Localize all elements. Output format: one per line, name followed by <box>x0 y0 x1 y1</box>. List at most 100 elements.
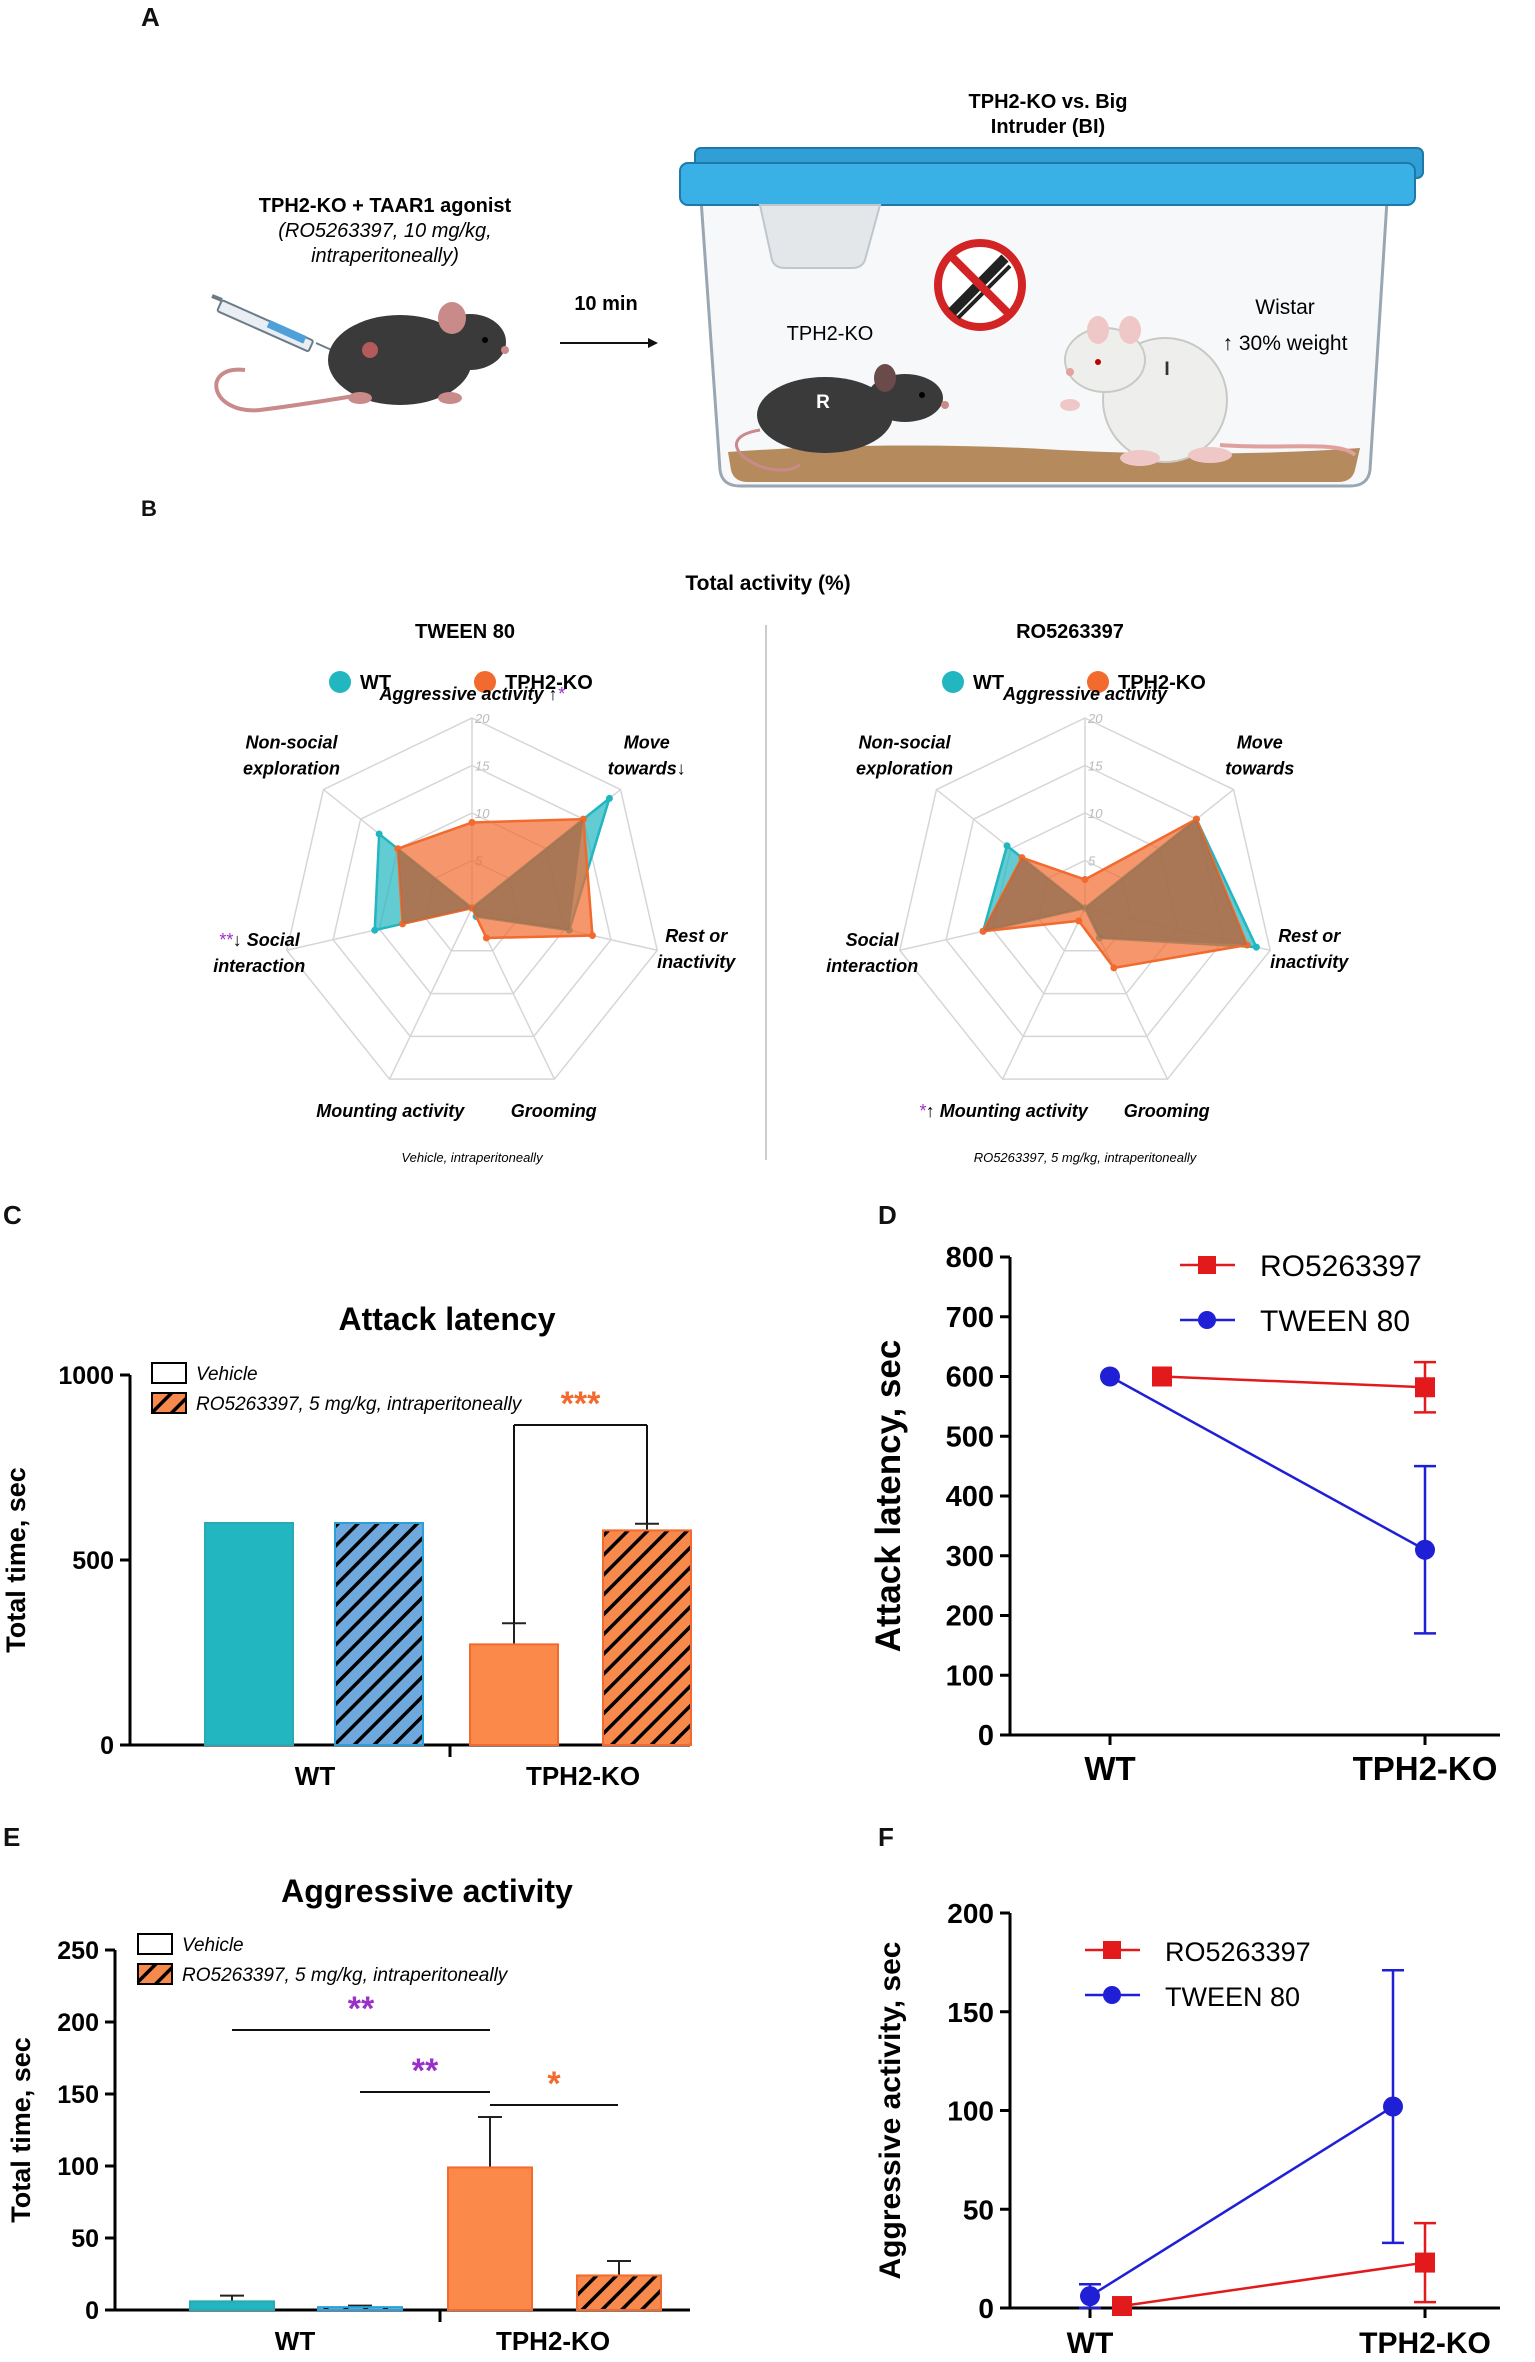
series-line-tween-80 <box>1109 1375 1426 1551</box>
x-category-label: TPH2-KO <box>1353 1750 1498 1787</box>
legend-drug-label: RO5263397, 5 mg/kg, intraperitoneally <box>182 1965 509 1986</box>
radar-axis-label: Social <box>846 930 900 950</box>
data-point-square <box>1415 1377 1435 1398</box>
legend-wt-marker <box>942 671 964 693</box>
radar-axis-label: Rest or <box>1278 926 1341 946</box>
radar-axis-label-line2: inactivity <box>657 952 736 972</box>
radar-axis-label-line2: exploration <box>856 758 953 778</box>
radar-axis-label: Non-social <box>245 732 338 752</box>
radar-caption: Vehicle, intraperitoneally <box>401 1150 544 1165</box>
y-tick-label: 50 <box>963 2194 994 2225</box>
axis-label-text: Grooming <box>1124 1101 1210 1121</box>
data-point-square <box>1415 2252 1435 2273</box>
radar-axis-label: Non-social <box>858 732 951 752</box>
axis-label-text: Mounting activity <box>316 1101 465 1121</box>
legend-ko-marker <box>474 671 496 693</box>
significance-stars: ** <box>348 1990 375 2028</box>
legend-vehicle-label: Vehicle <box>182 1935 244 1956</box>
legend-label: TWEEN 80 <box>1260 1305 1410 1338</box>
axis-label-text: Non-social <box>858 732 951 752</box>
radar-axis-label: Mounting activity <box>316 1101 465 1121</box>
y-tick-label: 100 <box>947 2096 994 2127</box>
x-group-label: WT <box>295 1761 336 1791</box>
radar-axis-label: Grooming <box>511 1101 597 1121</box>
radar-title: TWEEN 80 <box>415 621 515 643</box>
radar-axis-label: Move <box>1237 732 1283 752</box>
x-category-label: TPH2-KO <box>1359 2327 1491 2360</box>
box-title-line2: Intruder (BI) <box>991 116 1105 138</box>
bar-tph2-ko-ro5263397 <box>576 2274 662 2312</box>
x-category-label: WT <box>1067 2327 1114 2360</box>
legend-vehicle-swatch <box>137 1933 173 1955</box>
bar-wt-vehicle <box>204 1522 294 1746</box>
legend-wt-label: WT <box>973 672 1004 694</box>
chart-title: Attack latency <box>339 1301 556 1337</box>
panel-letter-a: A <box>141 2 160 32</box>
radar-axis-label: Aggressive activity ↑* <box>378 684 565 704</box>
legend-ko-marker <box>1087 671 1109 693</box>
radar-tick-label: 15 <box>475 759 490 774</box>
legend-ko-label: TPH2-KO <box>505 672 593 694</box>
panel-b-header: Total activity (%) <box>685 572 850 595</box>
left-sub2: intraperitoneally) <box>311 245 459 267</box>
tph2-ko-mouse-icon <box>214 302 509 413</box>
legend-ko-label: TPH2-KO <box>1118 672 1206 694</box>
bar-tph2-ko-vehicle <box>447 2166 533 2311</box>
radar-caption: RO5263397, 5 mg/kg, intraperitoneally <box>974 1150 1198 1165</box>
y-tick-label: 500 <box>946 1421 994 1453</box>
radar-point <box>1075 917 1083 925</box>
radar-overlap-area <box>397 819 584 931</box>
axis-label-text: Non-social <box>245 732 338 752</box>
intruder-rat-icon <box>1060 316 1357 466</box>
axis-label-text: Aggressive activity ↑ <box>378 684 557 704</box>
panel-a-schematic: TPH2-KO + TAAR1 agonist (RO5263397, 10 m… <box>211 91 1424 488</box>
axis-label-text: Grooming <box>511 1101 597 1121</box>
legend-label: RO5263397 <box>1260 1250 1422 1283</box>
x-group-label: WT <box>275 2326 316 2356</box>
axis-label-text: ↓ Social <box>233 930 301 950</box>
y-tick-label: 500 <box>72 1547 114 1575</box>
radar-spoke <box>388 907 473 1080</box>
radar-overlap-area <box>983 819 1248 945</box>
data-point-circle <box>1100 1366 1120 1387</box>
resident-mark: R <box>816 392 830 413</box>
series-line-ro5263397 <box>1161 1375 1426 1389</box>
y-tick-label: 250 <box>57 1937 99 1965</box>
y-axis-label: Total time, sec <box>1 1467 31 1653</box>
legend-wt-label: WT <box>360 672 391 694</box>
panel-f-aggressive-activity-line-chart: 0 50 100 150 200 WT TPH2-KO Aggressive activity… <box>874 1898 1500 2360</box>
radar-tick-label: 10 <box>1088 806 1103 821</box>
radar-axis-label-line2: interaction <box>213 956 305 976</box>
panel-d-attack-latency-line-chart: 0 100 200 300 400 500 600 700 800 WT TPH2-KO Attack… <box>869 1242 1500 1787</box>
axis-label-text: Rest or <box>1278 926 1341 946</box>
radar-axis-label: Rest or <box>665 926 728 946</box>
radar-axis-label: *↑ Mounting activity <box>919 1101 1089 1121</box>
axis-label-text: Aggressive activity <box>1002 684 1168 704</box>
y-tick-label: 0 <box>978 1720 994 1752</box>
y-axis-label: Attack latency, sec <box>869 1340 908 1653</box>
significance-stars: *** <box>561 1385 601 1423</box>
significance-stars: ** <box>412 2052 439 2090</box>
y-axis-label: Total time, sec <box>6 2037 36 2223</box>
significance-mark: ** <box>219 930 234 950</box>
radar-chart-ro5263397: RO5263397 WT TPH2-KO 5 10 15 20 Aggressive acti… <box>826 621 1349 1165</box>
legend-drug-swatch <box>151 1392 187 1414</box>
y-tick-label: 1000 <box>58 1362 114 1390</box>
legend-drug-label: RO5263397, 5 mg/kg, intraperitoneally <box>196 1394 523 1415</box>
y-tick-label: 150 <box>57 2081 99 2109</box>
significance-mark: * <box>919 1101 927 1121</box>
y-tick-label: 200 <box>57 2009 99 2037</box>
radar-axis-label-line2: interaction <box>826 956 918 976</box>
y-tick-label: 600 <box>946 1362 994 1394</box>
radar-point <box>371 926 379 934</box>
y-tick-label: 200 <box>946 1601 994 1633</box>
y-tick-label: 50 <box>71 2225 99 2253</box>
radar-tick-label: 5 <box>1088 854 1096 869</box>
legend-vehicle-swatch <box>151 1362 187 1384</box>
radar-spoke <box>1001 907 1086 1080</box>
legend-label: RO5263397 <box>1165 1937 1311 1967</box>
y-tick-label: 0 <box>100 1732 114 1760</box>
radar-point <box>1252 943 1260 951</box>
radar-axis-label-line2: towards <box>1225 758 1294 778</box>
